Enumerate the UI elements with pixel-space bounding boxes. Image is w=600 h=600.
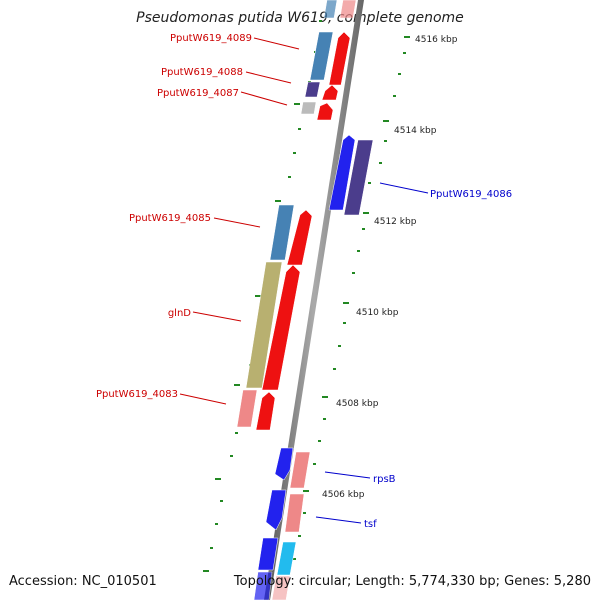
scale-label-4508: 4508 kbp xyxy=(336,399,379,409)
gene-cds-4088-inner[interactable] xyxy=(304,81,321,98)
gene-labels: PputW619_4089 PputW619_4088 PputW619_408… xyxy=(96,33,512,530)
gene-cds-bottom-cyan[interactable] xyxy=(276,541,297,576)
scale-label-4516: 4516 kbp xyxy=(415,35,458,45)
scale-labels: 4516 kbp 4514 kbp 4512 kbp 4510 kbp 4508… xyxy=(322,35,458,500)
gene-cds-tsf-inner[interactable] xyxy=(265,489,287,531)
genome-summary-text: Topology: circular; Length: 5,774,330 bp… xyxy=(233,574,591,589)
scale-label-4512: 4512 kbp xyxy=(374,217,417,227)
gene-cds-4083-inner[interactable] xyxy=(236,389,258,428)
gene-cds-4085-inner[interactable] xyxy=(269,204,295,261)
gene-cds-bottom-pale-b[interactable] xyxy=(271,575,291,600)
map-title: Pseudomonas putida W619, complete genome xyxy=(136,10,464,26)
gene-cds-bottom-blue[interactable] xyxy=(257,537,279,571)
gene-cds-4087-inner[interactable] xyxy=(300,101,317,115)
gene-cds-4085-outer[interactable] xyxy=(286,209,313,266)
gene-cds-bottom-pale-a[interactable] xyxy=(253,571,273,600)
gene-label-4089[interactable]: PputW619_4089 xyxy=(170,33,252,44)
gene-cds-4086-a[interactable] xyxy=(328,134,356,211)
gene-label-rpsB[interactable]: rpsB xyxy=(373,474,396,485)
outer-tick-row xyxy=(293,36,410,560)
gene-cds-4089-outer[interactable] xyxy=(328,31,351,86)
gene-label-4083[interactable]: PputW619_4083 xyxy=(96,389,178,400)
scale-label-4506: 4506 kbp xyxy=(322,490,365,500)
gene-label-4088[interactable]: PputW619_4088 xyxy=(161,67,243,78)
gene-label-4085[interactable]: PputW619_4085 xyxy=(129,213,211,224)
gene-cds-top-pale[interactable] xyxy=(323,0,338,19)
gene-features xyxy=(236,0,374,600)
label-connectors xyxy=(179,37,429,524)
gene-cds-4089-inner[interactable] xyxy=(309,31,334,81)
gene-cds-glnD-outer[interactable] xyxy=(261,264,301,391)
gene-cds-rpsB-outer[interactable] xyxy=(289,451,311,489)
gene-cds-tsf-outer[interactable] xyxy=(284,493,305,533)
gene-label-tsf[interactable]: tsf xyxy=(364,519,377,530)
gene-cds-glnD-inner[interactable] xyxy=(245,261,283,389)
scale-label-4514: 4514 kbp xyxy=(394,126,437,136)
gene-cds-4087-outer[interactable] xyxy=(316,102,334,121)
accession-text: Accession: NC_010501 xyxy=(9,574,157,589)
gene-cds-4083-outer[interactable] xyxy=(255,391,276,431)
gene-cds-rpsB-inner[interactable] xyxy=(274,447,294,481)
gene-cds-4086-b[interactable] xyxy=(343,139,374,216)
gene-label-4086[interactable]: PputW619_4086 xyxy=(430,189,512,200)
gene-label-glnD[interactable]: glnD xyxy=(168,308,191,319)
gene-cds-top-pink[interactable] xyxy=(339,0,357,19)
gene-cds-4088-outer[interactable] xyxy=(321,84,339,101)
scale-label-4510: 4510 kbp xyxy=(356,308,399,318)
gene-label-4087[interactable]: PputW619_4087 xyxy=(157,88,239,99)
